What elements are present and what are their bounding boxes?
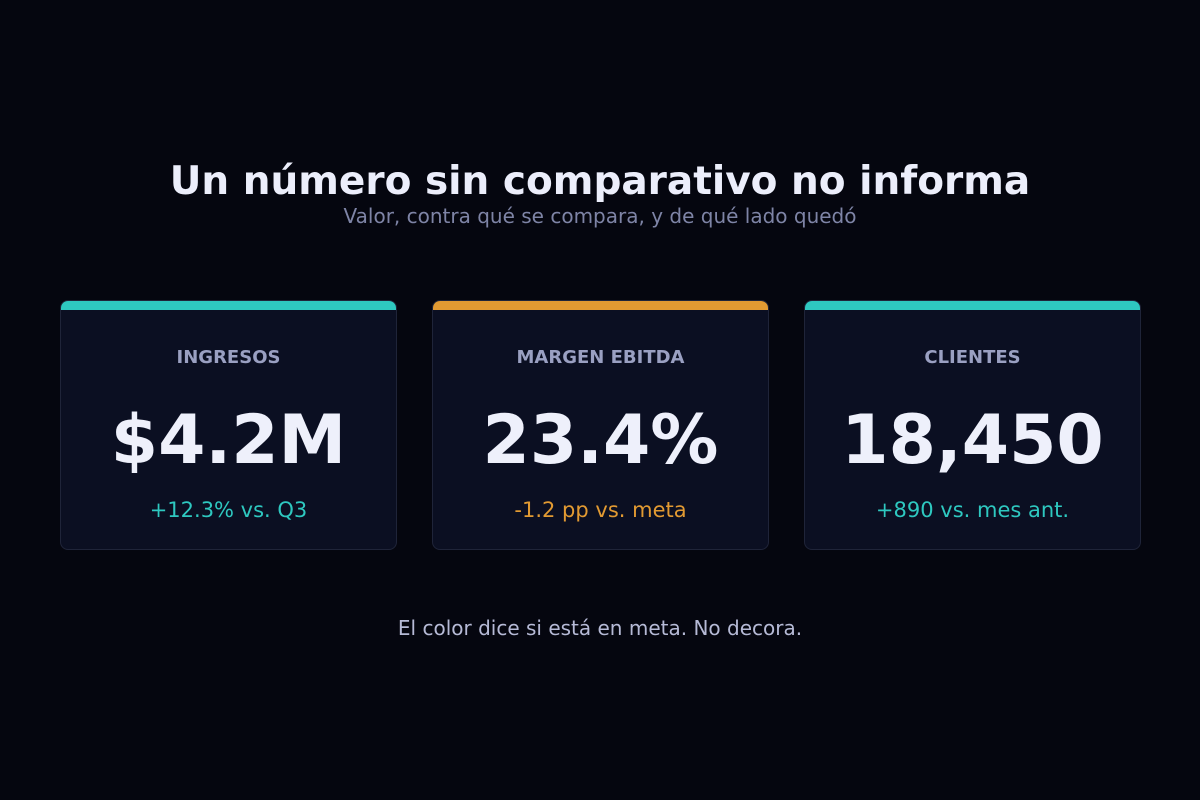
footer-note: El color dice si está en meta. No decora… bbox=[397, 616, 803, 640]
kpi-label: INGRESOS bbox=[176, 347, 281, 368]
kpi-card-ingresos bbox=[60, 300, 397, 550]
kpi-card-accent-bar bbox=[805, 301, 1140, 310]
slide-title: Un número sin comparativo no informa bbox=[169, 159, 1031, 204]
kpi-value: 18,450 bbox=[841, 401, 1104, 480]
kpi-card-accent-bar bbox=[433, 301, 768, 310]
kpi-delta: +890 vs. mes ant. bbox=[875, 498, 1070, 522]
kpi-card-margen-ebitda bbox=[432, 300, 769, 550]
kpi-value: 23.4% bbox=[482, 401, 719, 480]
kpi-card-clientes bbox=[804, 300, 1141, 550]
kpi-value: $4.2M bbox=[110, 401, 347, 480]
kpi-card-accent-bar bbox=[61, 301, 396, 310]
kpi-label: MARGEN EBITDA bbox=[516, 347, 685, 368]
kpi-delta: +12.3% vs. Q3 bbox=[149, 498, 308, 522]
kpi-label: CLIENTES bbox=[924, 347, 1021, 368]
slide-subtitle: Valor, contra qué se compara, y de qué l… bbox=[343, 204, 857, 228]
kpi-delta: -1.2 pp vs. meta bbox=[514, 498, 687, 522]
